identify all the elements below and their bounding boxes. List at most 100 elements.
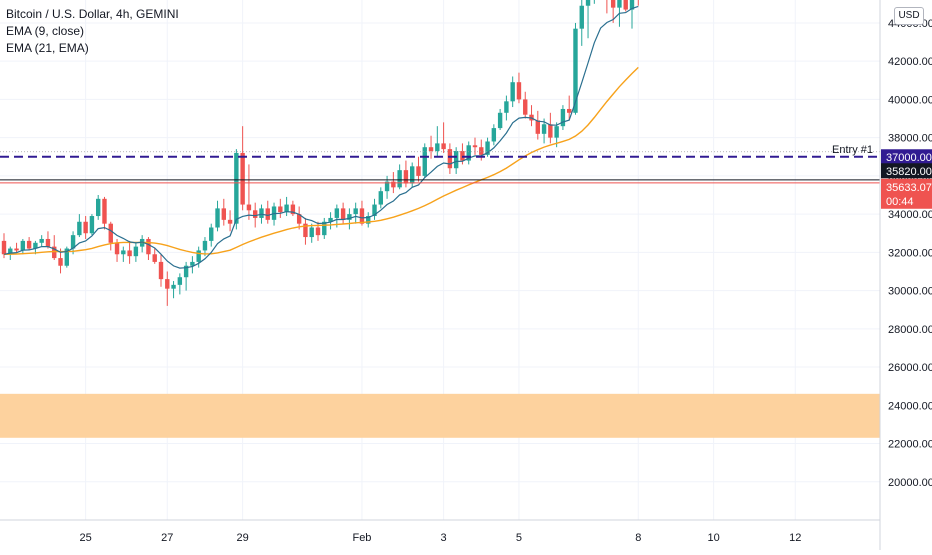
candle-body [610,0,616,8]
candle-body [573,28,578,113]
x-tick-label: 5 [516,532,522,544]
entry-label: Entry #1 [832,144,873,156]
candle-body [384,181,390,192]
y-tick-label: 22000.00 [888,439,932,451]
candle-body [108,223,113,243]
candle-body [334,208,340,218]
x-tick-label: Feb [352,532,371,544]
candle-body [548,124,553,138]
x-tick-label: 8 [635,532,641,544]
ema9-line [3,5,639,269]
chart-legend: Bitcoin / U.S. Dollar, 4h, GEMINI EMA (9… [6,6,179,57]
candle-body [183,265,189,278]
x-tick-label: 27 [161,532,173,544]
candle-body [435,143,440,152]
candle-body [215,208,220,228]
candle-body [158,261,164,280]
candle-body [623,0,628,10]
ema21-legend[interactable]: EMA (21, EMA) [6,41,89,55]
candle-body [585,0,591,6]
candle-body [171,284,176,289]
x-tick-label: 29 [237,532,249,544]
candle-body [70,235,76,249]
candle-body [177,277,183,285]
candle-body [523,99,528,115]
candle-body [366,216,371,224]
candle-body [510,82,515,102]
candle-body [554,126,559,138]
candle-body [64,248,69,266]
symbol-title[interactable]: Bitcoin / U.S. Dollar, 4h, GEMINI [6,7,179,21]
candle-body [303,223,308,238]
countdown-tag: 00:44 [886,196,914,208]
candle-body [328,217,333,222]
candle-body [466,145,471,161]
y-tick-label: 30000.00 [888,286,932,298]
candle-body [567,108,572,113]
candle-body [416,166,421,176]
candle-body [133,246,139,257]
y-tick-label: 38000.00 [888,133,932,145]
candle-body [541,124,547,134]
candle-body [617,0,622,8]
candle-body [83,221,88,234]
candle-body [221,208,226,220]
candle-body [77,221,82,236]
candle-body [240,152,245,205]
x-tick-label: 12 [789,532,801,544]
entry-price-tag-bg [881,149,932,165]
candle-body [296,214,302,224]
candle-body [378,191,383,205]
candle-body [497,112,503,129]
candle-body [278,206,283,213]
candle-body [447,149,453,169]
candle-body [121,250,126,255]
candle-body [284,204,289,213]
candle-body [347,214,352,220]
candle-body [315,227,321,236]
ema9-legend[interactable]: EMA (9, close) [6,24,85,38]
candle-body [422,147,427,176]
candle-body [629,0,635,10]
candle-body [146,238,151,255]
candle-body [428,147,434,152]
candle-body [196,250,201,262]
candle-body [340,208,346,220]
entry-price-tag: 37000.00 [886,152,932,164]
candle-body [114,242,120,255]
x-tick-label: 10 [708,532,720,544]
candle-body [441,143,446,150]
candle-body [89,216,95,234]
candle-body [96,198,101,217]
y-tick-label: 20000.00 [888,477,932,489]
candle-body [102,198,107,224]
candle-body [202,240,208,251]
candle-body [579,5,584,29]
candle-body [259,208,264,218]
candle-body [560,108,566,127]
ema21-line [3,66,639,255]
candle-body [253,210,258,218]
candle-body [45,238,51,247]
candle-body [353,208,358,215]
candle-body [472,145,478,148]
currency-badge[interactable]: USD [894,7,924,25]
candle-body [479,147,484,155]
candle-body [190,261,195,266]
candle-body [152,254,157,262]
x-tick-label: 25 [80,532,92,544]
candle-body [309,227,314,238]
candle-body [14,248,19,251]
candle-body [265,208,270,220]
candle-body [485,141,490,155]
candle-body [359,208,365,224]
candle-body [397,170,402,188]
candle-body [39,238,44,243]
y-tick-label: 40000.00 [888,94,932,106]
candle-body [8,248,13,255]
candle-body [234,152,239,224]
candle-body [290,204,296,215]
candle-body [1,240,7,255]
